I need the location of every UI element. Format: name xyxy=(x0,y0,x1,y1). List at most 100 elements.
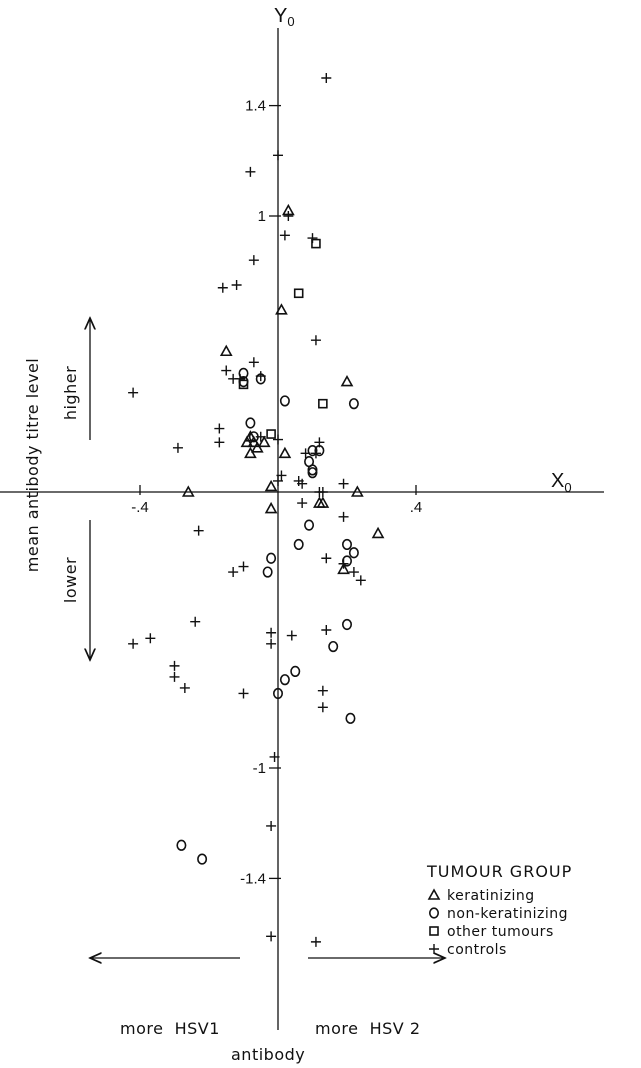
plus-point xyxy=(169,671,180,682)
circle-point xyxy=(238,367,249,379)
plus-point xyxy=(300,448,311,459)
legend-label: other tumours xyxy=(447,924,554,940)
plus-point xyxy=(190,616,201,627)
circle-point xyxy=(272,687,283,700)
plus-point xyxy=(235,373,246,384)
plus-point xyxy=(317,685,328,696)
circle-point xyxy=(262,566,273,578)
legend-title: TUMOUR GROUP xyxy=(426,862,572,881)
triangle-point xyxy=(275,303,288,315)
y-tick-label: 1 xyxy=(258,208,266,225)
plus-point xyxy=(321,73,332,83)
triangle-point xyxy=(340,374,354,387)
plus-point xyxy=(169,660,180,671)
circle-point xyxy=(293,538,304,551)
plus-point xyxy=(297,478,308,489)
plus-point xyxy=(317,487,328,497)
triangle-point xyxy=(350,485,364,497)
lower-label: lower xyxy=(61,557,80,603)
square-point xyxy=(311,238,321,249)
circle-point xyxy=(348,398,359,410)
legend: TUMOUR GROUP keratinizing non-keratinizin… xyxy=(426,862,572,958)
plus-point xyxy=(310,936,321,947)
legend-marker-square xyxy=(429,926,439,936)
plus-point xyxy=(214,437,225,448)
y-title: mean antibody titre level xyxy=(23,358,42,572)
square-point xyxy=(318,398,328,409)
plus-point xyxy=(297,498,308,509)
plus-point xyxy=(269,751,280,762)
plus-point xyxy=(228,567,239,578)
plus-point xyxy=(217,282,228,293)
legend-label: non-keratinizing xyxy=(447,906,568,922)
plus-point xyxy=(273,150,283,161)
plus-point xyxy=(214,423,225,434)
legend-marker-circle xyxy=(428,907,439,919)
triangle-point xyxy=(240,435,254,448)
plus-point xyxy=(279,230,290,241)
circle-point xyxy=(348,547,359,559)
plus-point xyxy=(273,475,283,486)
circle-point xyxy=(266,552,277,564)
circle-point xyxy=(328,640,339,653)
plus-point xyxy=(255,431,266,442)
plus-point xyxy=(245,166,256,177)
plus-point xyxy=(193,525,204,536)
plus-point xyxy=(321,553,332,564)
antibody-label: antibody xyxy=(231,1045,305,1064)
plus-point xyxy=(273,434,283,445)
circle-point xyxy=(304,519,315,531)
plus-point xyxy=(314,437,325,448)
plus-point xyxy=(317,702,328,713)
plus-point xyxy=(283,211,294,221)
plus-point xyxy=(338,478,349,489)
plus-point xyxy=(338,511,349,522)
plus-point xyxy=(221,365,232,376)
plus-point xyxy=(307,233,318,244)
circle-point xyxy=(245,417,256,429)
y-axis-name: Y0 xyxy=(274,5,295,29)
triangle-point xyxy=(278,446,292,459)
plus-point xyxy=(238,688,249,699)
x-axis-name: X0 xyxy=(551,470,572,495)
y-tick-label: -1.4 xyxy=(240,870,266,887)
plus-point xyxy=(238,561,249,572)
circle-point xyxy=(176,839,187,851)
plus-point xyxy=(310,448,321,459)
triangle-point xyxy=(371,526,385,539)
plus-point xyxy=(231,280,242,290)
y-tick-label: -1 xyxy=(253,760,266,777)
circle-point xyxy=(290,665,301,678)
circle-point xyxy=(341,555,352,567)
triangle-point xyxy=(181,485,195,497)
triangle-point xyxy=(264,479,278,492)
plus-point xyxy=(310,335,321,346)
plus-point xyxy=(172,442,183,453)
plus-point xyxy=(128,387,139,398)
plus-point xyxy=(179,682,190,693)
circle-point xyxy=(341,618,352,631)
data-points xyxy=(128,73,385,947)
circle-point xyxy=(197,853,208,865)
x-tick-label: .4 xyxy=(410,499,423,516)
triangle-point xyxy=(337,562,350,575)
circle-point xyxy=(279,674,290,686)
circle-point xyxy=(307,445,318,457)
circle-point xyxy=(345,712,356,724)
triangle-point xyxy=(250,441,264,453)
legend-marker-triangle xyxy=(427,888,441,900)
circle-point xyxy=(341,538,352,551)
circle-point xyxy=(279,395,290,407)
triangle-point xyxy=(257,435,271,448)
plus-point xyxy=(338,558,349,569)
legend-label: controls xyxy=(447,942,507,958)
square-point xyxy=(293,288,304,299)
plus-point xyxy=(286,630,297,641)
hsv1-label: more HSV1 xyxy=(120,1019,220,1038)
plus-point xyxy=(348,567,359,578)
square-point xyxy=(266,429,276,439)
plus-point xyxy=(248,357,259,368)
plus-point xyxy=(128,638,139,649)
plus-point xyxy=(266,627,277,638)
